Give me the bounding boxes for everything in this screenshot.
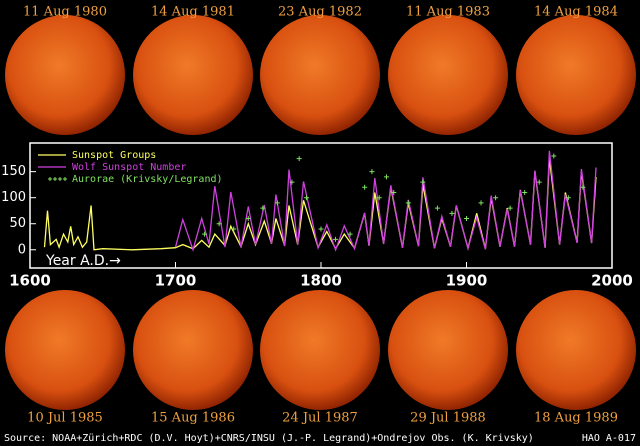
legend-label: Wolf Sunspot Number [72, 162, 186, 173]
aurora-point [260, 205, 266, 211]
legend-marker [48, 177, 52, 181]
image-date: 23 Aug 1982 [278, 5, 362, 20]
image-date: 24 Jul 1987 [282, 411, 358, 426]
legend-marker [53, 177, 57, 181]
code: HAO A-017 [582, 433, 636, 444]
series-line [174, 150, 597, 253]
x-tick-label: 1700 [155, 272, 197, 290]
aurora-point [274, 200, 280, 206]
aurora-point [464, 216, 469, 222]
sun-disk [260, 290, 380, 410]
legend-label: Sunspot Groups [72, 150, 156, 161]
sun-disk [260, 15, 380, 135]
aurora-point [565, 195, 571, 201]
aurora-point [245, 216, 251, 222]
aurora-point [536, 179, 542, 185]
image-date: 14 Aug 1984 [534, 5, 618, 20]
aurora-point [202, 231, 208, 237]
aurora-point [376, 195, 382, 201]
x-tick-label: 1800 [300, 272, 342, 290]
sun-disk [5, 15, 125, 135]
sun-disk [133, 290, 253, 410]
aurora-point [507, 205, 513, 211]
aurora-point [231, 226, 237, 232]
annotation: Year A.D.→ [45, 253, 121, 269]
aurora-point [449, 210, 455, 216]
sun-disk [5, 290, 125, 410]
sun-disk [516, 290, 636, 410]
sun-disk [516, 15, 636, 135]
aurora-point [369, 169, 375, 175]
sun-disk [388, 290, 508, 410]
aurora-point [493, 195, 499, 201]
y-tick-label: 150 [1, 164, 26, 179]
y-tick-label: 100 [1, 190, 26, 205]
image-date: 14 Aug 1981 [151, 5, 235, 20]
aurora-point [478, 200, 484, 206]
aurora-point [434, 205, 440, 211]
y-tick-label: 0 [18, 242, 26, 257]
source: Source: NOAA+Zürich+RDC (D.V. Hoyt)+CNRS… [4, 433, 534, 444]
image-date: 15 Aug 1986 [151, 411, 235, 426]
y-tick-label: 50 [9, 216, 26, 231]
aurora-point [522, 189, 528, 195]
aurora-point [216, 221, 222, 227]
aurora-point [383, 174, 389, 180]
aurora-point [318, 226, 324, 232]
aurora-point [580, 184, 586, 190]
aurora-point [289, 179, 295, 185]
image-date: 18 Aug 1989 [534, 411, 618, 426]
legend-label: Aurorae (Krivsky/Legrand) [72, 174, 223, 185]
aurora-point [551, 153, 557, 159]
aurora-point [347, 231, 353, 237]
aurora-point [303, 195, 309, 201]
image-date: 10 Jul 1985 [27, 411, 103, 426]
sun-disk [133, 15, 253, 135]
image-date: 11 Aug 1980 [23, 5, 107, 20]
x-tick-label: 2000 [591, 272, 633, 290]
legend-marker [58, 177, 62, 181]
aurora-point [420, 179, 426, 185]
x-tick-label: 1900 [446, 272, 488, 290]
image-date: 11 Aug 1983 [406, 5, 490, 20]
sun-disk [388, 15, 508, 135]
legend-marker [63, 177, 67, 181]
aurora-point [405, 200, 411, 206]
aurora-point [362, 184, 368, 190]
plot-frame [29, 142, 613, 269]
aurora-point [391, 189, 397, 195]
x-tick-label: 1600 [9, 272, 51, 290]
aurora-point [333, 236, 339, 242]
image-date: 29 Jul 1988 [410, 411, 486, 426]
aurora-point [296, 156, 302, 162]
plot: 0 50 100 150 1600 1700 1800 1900 2000 Sunspot Gro… [1, 150, 633, 290]
sun-images: 11 Aug 1980 14 Aug 1981 23 Aug 1982 11 Aug … [5, 5, 636, 426]
